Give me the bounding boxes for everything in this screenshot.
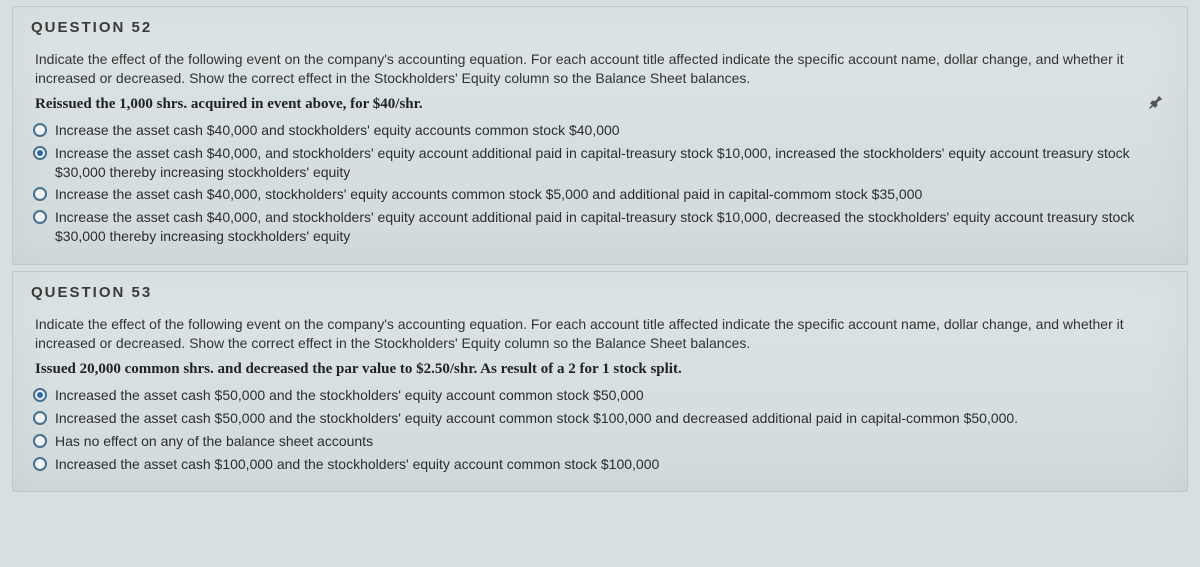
- option-row[interactable]: Increased the asset cash $50,000 and the…: [33, 409, 1169, 428]
- option-text: Increase the asset cash $40,000, and sto…: [55, 144, 1169, 182]
- option-row[interactable]: Increase the asset cash $40,000, and sto…: [33, 144, 1169, 182]
- radio-button[interactable]: [33, 457, 47, 471]
- option-row[interactable]: Increased the asset cash $50,000 and the…: [33, 386, 1169, 405]
- option-text: Increased the asset cash $100,000 and th…: [55, 455, 1169, 474]
- question-prompt: Indicate the effect of the following eve…: [35, 50, 1165, 88]
- question-scenario: Issued 20,000 common shrs. and decreased…: [35, 361, 1165, 378]
- option-text: Increased the asset cash $50,000 and the…: [55, 386, 1169, 405]
- question-block: QUESTION 53 Indicate the effect of the fo…: [12, 271, 1188, 492]
- option-row[interactable]: Increased the asset cash $100,000 and th…: [33, 455, 1169, 474]
- quiz-container: QUESTION 52 Indicate the effect of the fo…: [0, 6, 1200, 492]
- question-title: QUESTION 53: [31, 284, 1169, 301]
- option-text: Increase the asset cash $40,000, and sto…: [55, 208, 1169, 246]
- radio-button[interactable]: [33, 123, 47, 137]
- option-text: Has no effect on any of the balance shee…: [55, 432, 1169, 451]
- option-text: Increase the asset cash $40,000, stockho…: [55, 185, 1169, 204]
- radio-button[interactable]: [33, 434, 47, 448]
- options-group: Increased the asset cash $50,000 and the…: [33, 386, 1169, 474]
- question-prompt: Indicate the effect of the following eve…: [35, 315, 1165, 353]
- option-text: Increased the asset cash $50,000 and the…: [55, 409, 1169, 428]
- radio-button[interactable]: [33, 411, 47, 425]
- question-block: QUESTION 52 Indicate the effect of the fo…: [12, 6, 1188, 265]
- radio-button[interactable]: [33, 187, 47, 201]
- radio-button[interactable]: [33, 146, 47, 160]
- option-row[interactable]: Increase the asset cash $40,000 and stoc…: [33, 121, 1169, 140]
- question-scenario-text: Reissued the 1,000 shrs. acquired in eve…: [35, 96, 423, 112]
- pin-icon[interactable]: [1149, 94, 1165, 110]
- option-text: Increase the asset cash $40,000 and stoc…: [55, 121, 1169, 140]
- radio-button[interactable]: [33, 388, 47, 402]
- question-scenario: Reissued the 1,000 shrs. acquired in eve…: [35, 96, 1165, 113]
- option-row[interactable]: Increase the asset cash $40,000, and sto…: [33, 208, 1169, 246]
- options-group: Increase the asset cash $40,000 and stoc…: [33, 121, 1169, 246]
- radio-button[interactable]: [33, 210, 47, 224]
- question-title: QUESTION 52: [31, 19, 1169, 36]
- option-row[interactable]: Increase the asset cash $40,000, stockho…: [33, 185, 1169, 204]
- question-scenario-text: Issued 20,000 common shrs. and decreased…: [35, 361, 682, 377]
- option-row[interactable]: Has no effect on any of the balance shee…: [33, 432, 1169, 451]
